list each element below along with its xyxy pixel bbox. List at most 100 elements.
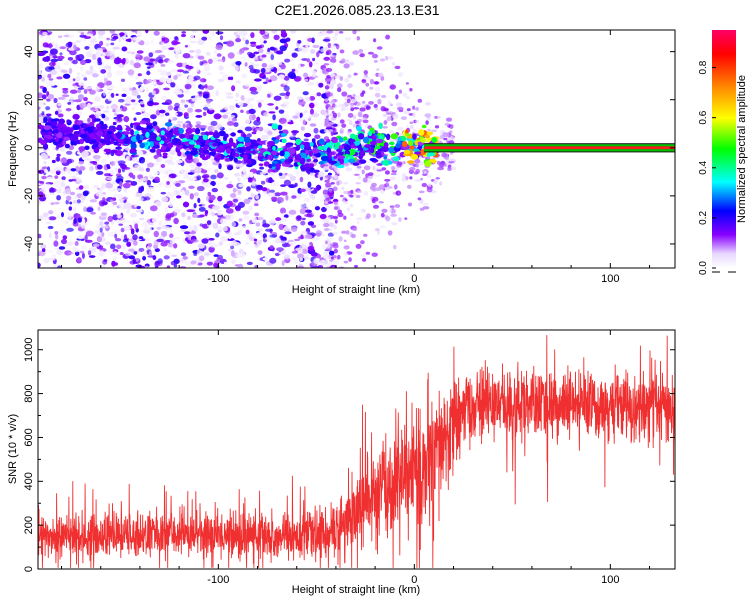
heatmap-ridge-cell — [125, 127, 132, 132]
heatmap-noise-cell — [233, 122, 239, 127]
heatmap-noise-cell — [287, 121, 294, 125]
heatmap-noise-cell — [173, 208, 182, 213]
heatmap-noise-cell — [160, 164, 166, 168]
heatmap-noise-cell — [347, 207, 350, 211]
heatmap-noise-cell — [206, 167, 212, 171]
heatmap-noise-cell — [330, 79, 337, 85]
heatmap-noise-cell — [155, 56, 163, 63]
heatmap-noise-cell — [310, 108, 314, 115]
heatmap-noise-cell — [391, 121, 398, 127]
heatmap-noise-cell — [89, 161, 98, 164]
heatmap-noise-cell — [139, 178, 147, 181]
heatmap-noise-cell — [179, 169, 186, 175]
heatmap-noise-cell — [362, 258, 367, 262]
heatmap-noise-cell — [398, 72, 404, 77]
heatmap-noise-cell — [71, 175, 77, 180]
heatmap-noise-cell — [245, 229, 250, 235]
snr-y-label: SNR (10 * v/v) — [7, 414, 19, 484]
heatmap-noise-cell — [208, 58, 213, 64]
heatmap-noise-cell — [278, 223, 284, 231]
heatmap-noise-cell — [351, 233, 356, 239]
heatmap-noise-cell — [223, 176, 229, 180]
heatmap-noise-cell — [300, 207, 306, 213]
heatmap-noise-cell — [98, 245, 104, 250]
heatmap-noise-cell — [106, 80, 112, 86]
heatmap-noise-cell — [202, 63, 210, 69]
heatmap-noise-cell — [74, 99, 82, 103]
heatmap-noise-cell — [38, 145, 43, 150]
heatmap-ridge-cell — [303, 132, 312, 138]
heatmap-noise-cell — [321, 206, 327, 213]
heatmap-noise-cell — [281, 260, 285, 266]
heatmap-noise-cell — [89, 38, 98, 44]
heatmap-noise-cell — [347, 112, 354, 118]
heatmap-noise-cell — [39, 85, 45, 89]
heatmap-noise-cell — [283, 254, 291, 260]
heatmap-noise-cell — [64, 168, 72, 172]
heatmap-noise-cell — [347, 83, 353, 88]
heatmap-ridge-cell — [323, 144, 329, 151]
heatmap-noise-cell — [57, 96, 66, 100]
heatmap-noise-cell — [126, 96, 132, 100]
heatmap-noise-cell — [131, 106, 136, 110]
heatmap-noise-cell — [66, 241, 74, 246]
heatmap-noise-cell — [324, 335, 329, 339]
heatmap-ridge-cell — [72, 113, 80, 120]
heatmap-noise-cell — [188, 163, 197, 168]
heatmap-noise-cell — [85, 221, 89, 226]
heatmap-ridge-cell — [233, 157, 238, 163]
heatmap-noise-cell — [415, 107, 419, 111]
heatmap-noise-cell — [382, 114, 388, 117]
heatmap-ridge-cell — [295, 138, 302, 145]
heatmap-noise-cell — [120, 164, 127, 169]
heatmap-noise-cell — [379, 225, 386, 229]
heatmap-noise-cell — [103, 116, 110, 121]
heatmap-noise-cell — [87, 102, 92, 110]
heatmap-noise-cell — [276, 197, 284, 203]
heatmap-ridge-cell — [339, 158, 344, 165]
heatmap-noise-cell — [208, 238, 215, 241]
heatmap-ridge-cell — [251, 150, 256, 155]
heatmap-noise-cell — [297, 236, 305, 240]
heatmap-noise-cell — [224, 214, 231, 219]
heatmap-noise-cell — [115, 238, 122, 242]
heatmap-noise-cell — [341, 58, 346, 64]
heatmap-noise-cell — [419, 161, 424, 166]
heatmap-noise-cell — [49, 69, 58, 76]
heatmap-noise-cell — [331, 99, 336, 104]
heatmap-noise-cell — [307, 181, 312, 188]
heatmap-noise-cell — [327, 42, 332, 49]
heatmap-ridge-cell — [410, 153, 419, 160]
heatmap-noise-cell — [98, 250, 105, 257]
heatmap-noise-cell — [373, 81, 380, 85]
heatmap-noise-cell — [294, 238, 301, 242]
heatmap-noise-cell — [221, 187, 226, 193]
heatmap-noise-cell — [56, 250, 64, 255]
heatmap-ridge-cell — [89, 132, 96, 140]
heatmap-noise-cell — [60, 181, 66, 188]
heatmap-noise-cell — [325, 90, 329, 93]
heatmap-ridge-cell — [233, 143, 237, 149]
heatmap-noise-cell — [318, 82, 324, 88]
heatmap-noise-cell — [150, 40, 154, 45]
heatmap-noise-cell — [342, 182, 349, 185]
heatmap-noise-cell — [304, 197, 310, 203]
heatmap-noise-cell — [391, 166, 395, 170]
heatmap-noise-cell — [228, 249, 233, 252]
heatmap-noise-cell — [396, 161, 403, 166]
heatmap-noise-cell — [184, 83, 192, 90]
heatmap-noise-cell — [207, 191, 212, 197]
heatmap-noise-cell — [158, 220, 162, 226]
heatmap-noise-cell — [371, 182, 377, 187]
heatmap-noise-cell — [420, 177, 424, 181]
heatmap-noise-cell — [118, 63, 125, 68]
heatmap-noise-cell — [331, 259, 340, 266]
heatmap-noise-cell — [123, 225, 131, 231]
heatmap-noise-cell — [132, 258, 136, 265]
heatmap-noise-cell — [367, 172, 374, 177]
heatmap-noise-cell — [355, 243, 362, 249]
heatmap-noise-cell — [224, 105, 230, 110]
heatmap-ridge-cell — [383, 155, 388, 160]
heatmap-noise-cell — [323, 165, 329, 171]
